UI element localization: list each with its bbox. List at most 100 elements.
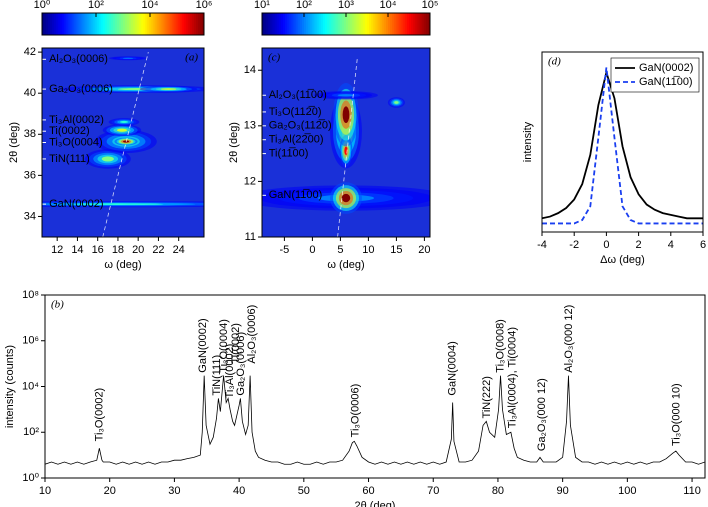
colorbar-segment — [116, 13, 120, 35]
annotation: Ti(0002) — [49, 125, 90, 137]
colorbar-segment — [377, 13, 381, 35]
peak-label: Ti₃O(000 10) — [670, 383, 682, 446]
colorbar-segment — [129, 13, 132, 35]
colorbar-segment — [179, 13, 183, 35]
colorbar-segment — [289, 13, 292, 35]
colorbar-segment — [350, 13, 353, 35]
x-tick-label: 70 — [427, 485, 439, 497]
colorbar-segment — [131, 13, 134, 35]
colorbar-segment — [46, 13, 49, 35]
colorbar-segment — [110, 13, 114, 35]
colorbar-segment — [64, 13, 67, 35]
colorbar-segment — [400, 13, 404, 35]
spot — [342, 106, 350, 124]
plot-frame — [541, 51, 704, 233]
spot — [160, 88, 177, 90]
colorbar-segment — [76, 13, 79, 35]
series-line — [542, 67, 703, 225]
colorbar-segment — [195, 13, 199, 35]
x-tick-label: 20 — [104, 485, 116, 497]
colorbar-segment — [72, 13, 75, 35]
colorbar-segment — [335, 13, 339, 35]
colorbar-segment — [50, 13, 53, 35]
colorbar-segment — [301, 13, 305, 35]
legend-label: GaN(11̅00) — [639, 76, 693, 88]
colorbar-tick-label: 10² — [296, 0, 312, 11]
spot — [123, 57, 134, 59]
plot-frame — [44, 294, 706, 479]
colorbar-segment — [52, 13, 55, 35]
colorbar-segment — [354, 13, 357, 35]
annotation: Ga₂O₃(0006) — [49, 83, 113, 95]
x-tick-label: -5 — [280, 244, 290, 256]
colorbar-segment — [177, 13, 181, 35]
x-tick-label: -4 — [537, 239, 547, 251]
colorbar-segment — [270, 13, 273, 35]
y-tick-label: 38 — [24, 128, 36, 140]
panel-label: (b) — [51, 299, 64, 311]
annotation: TiN(111) — [49, 153, 90, 165]
colorbar-segment — [406, 13, 410, 35]
colorbar-segment — [325, 13, 328, 35]
colorbar-segment — [419, 13, 423, 35]
peak-label: Al₂O₃(000 12) — [563, 305, 575, 373]
colorbar-segment — [181, 13, 185, 35]
y-tick-label: 36 — [24, 169, 36, 181]
y-tick-label: 10⁴ — [22, 380, 39, 392]
legend-label: GaN(0002) — [639, 62, 693, 74]
y-tick-label: 14 — [244, 64, 256, 76]
colorbar-segment — [266, 13, 269, 35]
x-axis-label: ω (deg) — [104, 259, 141, 271]
colorbar-segment — [100, 13, 104, 35]
colorbar-segment — [42, 13, 45, 35]
x-tick-label: 40 — [233, 485, 245, 497]
annotation: Ti₃Al(0002) — [49, 114, 104, 126]
x-tick-label: 18 — [112, 244, 124, 256]
colorbar-segment — [151, 13, 154, 35]
colorbar-segment — [262, 13, 265, 35]
colorbar-tick-label: 10⁴ — [142, 0, 159, 11]
x-tick-label: 4 — [668, 239, 674, 251]
colorbar-segment — [293, 13, 297, 35]
colorbar-segment — [173, 13, 177, 35]
colorbar-segment — [108, 13, 112, 35]
colorbar-segment — [346, 13, 349, 35]
colorbar-segment — [159, 13, 162, 35]
colorbar-segment — [84, 13, 88, 35]
colorbar-segment — [96, 13, 100, 35]
colorbar-segment — [304, 13, 307, 35]
x-tick-label: 16 — [92, 244, 104, 256]
guide-line — [102, 52, 149, 237]
colorbar-segment — [390, 13, 393, 35]
annotation: Ti(11̅00) — [269, 148, 309, 160]
colorbar-segment — [329, 13, 332, 35]
x-tick-label: 30 — [168, 485, 180, 497]
plot-area — [42, 48, 204, 237]
y-axis-label: intensity — [522, 121, 534, 162]
x-tick-label: 0 — [603, 239, 609, 251]
colorbar-segment — [327, 13, 330, 35]
y-tick-label: 42 — [24, 46, 36, 58]
colorbar-segment — [425, 13, 429, 35]
peak-label: Ti₃O(0008) — [494, 319, 506, 373]
colorbar-segment — [316, 13, 320, 35]
peak-label: Al₂O₃(0006) — [246, 305, 258, 364]
colorbar-segment — [90, 13, 94, 35]
colorbar-segment — [276, 13, 280, 35]
x-tick-label: 0 — [309, 244, 315, 256]
colorbar-segment — [417, 13, 420, 35]
x-tick-label: 60 — [362, 485, 374, 497]
colorbar-segment — [189, 13, 193, 35]
colorbar-segment — [94, 13, 98, 35]
colorbar-segment — [175, 13, 179, 35]
spot — [116, 128, 128, 132]
annotation: Al₂O₃(11̅00) — [269, 89, 327, 101]
colorbar-segment — [123, 13, 126, 35]
y-tick-label: 12 — [244, 175, 256, 187]
colorbar-segment — [291, 13, 294, 35]
x-tick-label: 14 — [71, 244, 83, 256]
peak-label: Ti(0002) — [230, 323, 242, 364]
colorbar-segment — [201, 13, 205, 35]
colorbar-segment — [133, 13, 136, 35]
colorbar-segment — [318, 13, 322, 35]
